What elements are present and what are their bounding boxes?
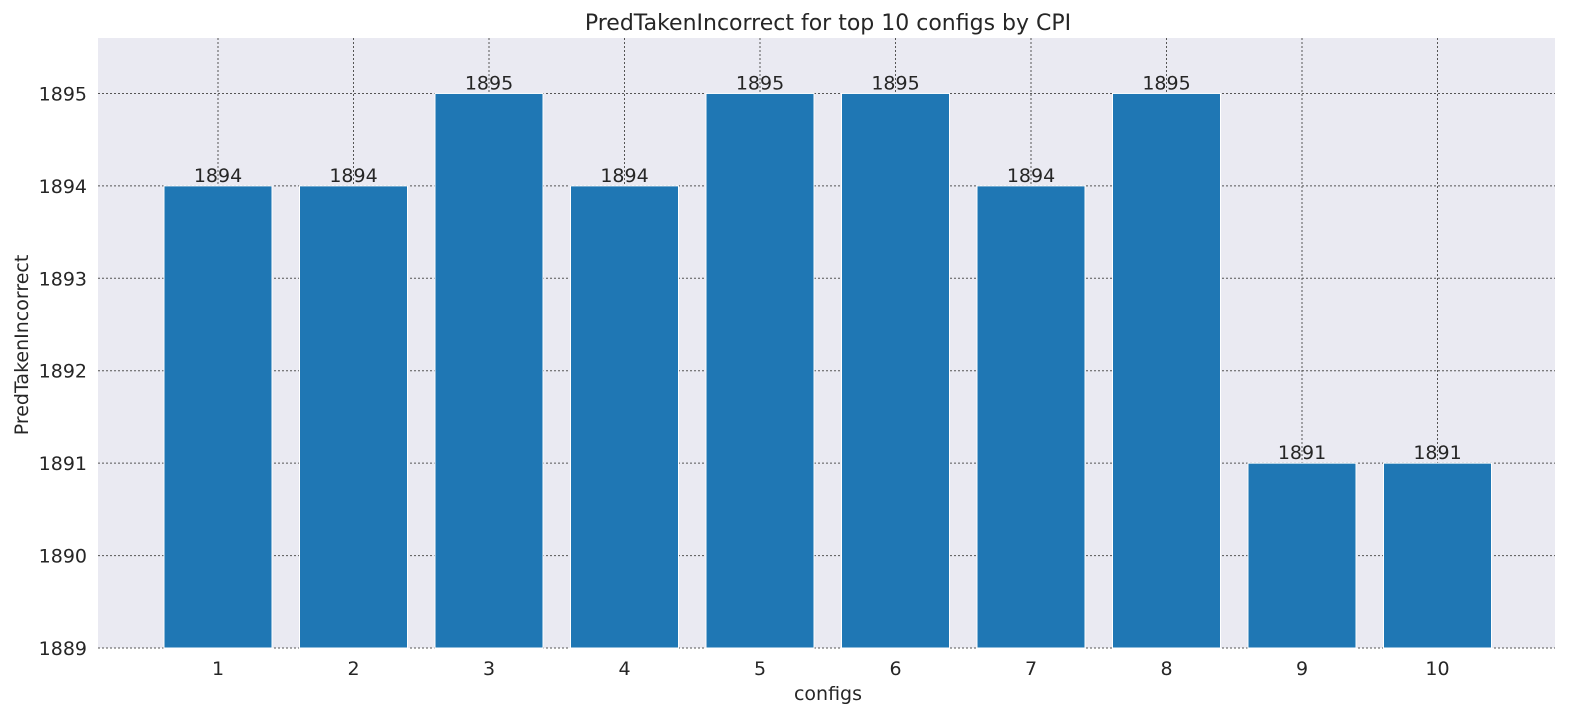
y-tick-label: 1894 bbox=[39, 176, 87, 198]
x-tick-label: 1 bbox=[212, 658, 224, 680]
x-tick-label: 4 bbox=[618, 658, 630, 680]
x-tick-label: 9 bbox=[1296, 658, 1308, 680]
y-tick-label: 1893 bbox=[39, 268, 87, 290]
x-tick-label: 8 bbox=[1160, 658, 1172, 680]
data-label: 1894 bbox=[329, 165, 377, 187]
x-axis-ticks: 1 2 3 4 5 6 7 8 9 10 bbox=[212, 658, 1450, 680]
data-label: 1895 bbox=[871, 72, 919, 94]
bar bbox=[1112, 92, 1221, 649]
data-label: 1894 bbox=[194, 165, 242, 187]
data-label: 1894 bbox=[600, 165, 648, 187]
data-label: 1891 bbox=[1278, 442, 1326, 464]
chart-title: PredTakenIncorrect for top 10 configs by… bbox=[585, 11, 1071, 36]
bar bbox=[976, 185, 1086, 649]
y-tick-label: 1891 bbox=[39, 453, 87, 475]
bar bbox=[1383, 462, 1492, 649]
x-tick-label: 7 bbox=[1025, 658, 1037, 680]
data-label: 1891 bbox=[1413, 442, 1461, 464]
y-tick-label: 1892 bbox=[39, 361, 87, 383]
bar bbox=[434, 92, 544, 649]
y-tick-label: 1890 bbox=[39, 546, 87, 568]
x-tick-label: 5 bbox=[754, 658, 766, 680]
bar bbox=[705, 92, 815, 649]
data-label: 1894 bbox=[1007, 165, 1055, 187]
bar bbox=[299, 185, 408, 649]
bar bbox=[1247, 462, 1357, 649]
bar bbox=[841, 92, 950, 649]
y-axis-ticks: 1889 1890 1891 1892 1893 1894 1895 bbox=[39, 83, 87, 660]
data-label: 1895 bbox=[465, 72, 513, 94]
y-tick-label: 1895 bbox=[39, 83, 87, 105]
x-tick-label: 3 bbox=[483, 658, 495, 680]
data-label: 1895 bbox=[1142, 72, 1190, 94]
bar bbox=[570, 185, 679, 649]
y-axis-label: PredTakenIncorrect bbox=[11, 255, 33, 436]
bar bbox=[163, 185, 273, 649]
y-tick-label: 1889 bbox=[39, 638, 87, 660]
x-axis-label: configs bbox=[794, 683, 862, 705]
data-label: 1895 bbox=[736, 72, 784, 94]
x-tick-label: 6 bbox=[889, 658, 901, 680]
x-tick-label: 2 bbox=[347, 658, 359, 680]
bars bbox=[163, 92, 1492, 649]
data-labels: 1894 1894 1895 1894 1895 1895 1894 1895 1891 1891 bbox=[194, 72, 1462, 464]
x-tick-label: 10 bbox=[1425, 658, 1449, 680]
